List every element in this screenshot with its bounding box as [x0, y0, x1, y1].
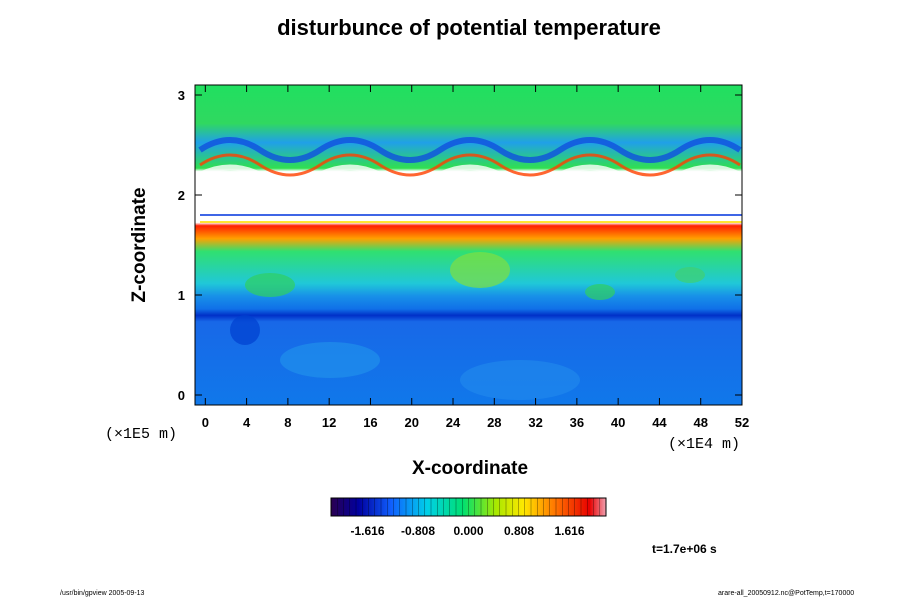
footer-left: /usr/bin/gpview 2005-09-13: [60, 590, 145, 597]
x-tick-label: 48: [693, 415, 707, 430]
y-unit-label: (×1E5 m): [105, 426, 178, 443]
x-tick-label: 36: [570, 415, 584, 430]
x-tick-label: 16: [363, 415, 377, 430]
x-ticks: 0 4 8 12 16 20 24 28 32 36 40 44 48 52: [202, 85, 749, 430]
x-tick-label: 4: [243, 415, 251, 430]
x-tick-label: 20: [405, 415, 419, 430]
colorbar-label: 1.616: [554, 524, 584, 538]
colorbar-label: -0.808: [401, 524, 435, 538]
y-ticks: 0 1 2 3: [178, 88, 742, 403]
x-tick-label: 28: [487, 415, 501, 430]
y-axis-label: Z-coordinate: [129, 187, 150, 303]
y-tick-label: 3: [178, 88, 185, 103]
x-tick-label: 44: [652, 415, 667, 430]
y-tick-label: 0: [178, 388, 185, 403]
footer-right: arare-all_20050912.nc@PotTemp,t=170000: [718, 590, 855, 597]
x-tick-label: 32: [528, 415, 542, 430]
x-tick-label: 0: [202, 415, 209, 430]
y-tick-label: 2: [178, 188, 185, 203]
x-axis-label: X-coordinate: [411, 458, 529, 479]
y-tick-label: 1: [178, 288, 185, 303]
x-tick-label: 12: [322, 415, 336, 430]
lower-eddies: [230, 252, 705, 400]
x-tick-label: 8: [284, 415, 291, 430]
x-tick-label: 52: [735, 415, 749, 430]
x-tick-label: 24: [446, 415, 461, 430]
time-label: t=1.7e+06 s: [652, 542, 717, 556]
colorbar-label: -1.616: [350, 524, 384, 538]
chart-title: disturbunce of potential temperature: [277, 15, 661, 40]
wave-pattern: [198, 137, 742, 223]
heatmap-field: [195, 85, 742, 405]
x-tick-label: 40: [611, 415, 625, 430]
x-unit-label: (×1E4 m): [668, 436, 741, 453]
plot-frame: [194, 84, 743, 406]
colorbar-ticks: -1.616 -0.808 0.000 0.808 1.616: [330, 498, 607, 538]
colorbar-label: 0.000: [453, 524, 483, 538]
colorbar-label: 0.808: [504, 524, 534, 538]
